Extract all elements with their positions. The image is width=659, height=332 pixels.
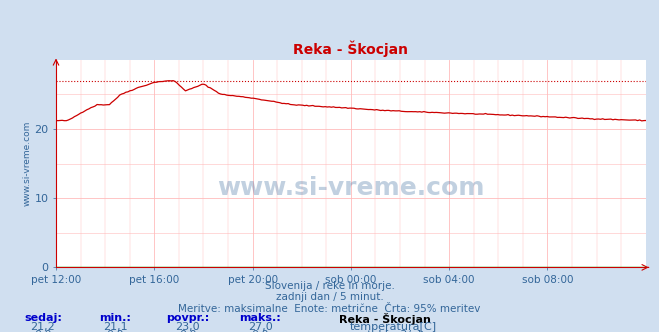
Text: maks.:: maks.:	[239, 313, 281, 323]
Title: Reka - Škocjan: Reka - Škocjan	[293, 41, 409, 57]
Text: Reka - Škocjan: Reka - Škocjan	[339, 313, 431, 325]
Text: min.:: min.:	[100, 313, 131, 323]
Text: 0,0: 0,0	[107, 330, 124, 332]
Text: www.si-vreme.com: www.si-vreme.com	[217, 176, 484, 201]
Text: 0,0: 0,0	[252, 330, 269, 332]
Text: Slovenija / reke in morje.: Slovenija / reke in morje.	[264, 281, 395, 290]
Text: zadnji dan / 5 minut.: zadnji dan / 5 minut.	[275, 292, 384, 302]
Text: Meritve: maksimalne  Enote: metrične  Črta: 95% meritev: Meritve: maksimalne Enote: metrične Črta…	[179, 304, 480, 314]
Text: povpr.:: povpr.:	[166, 313, 210, 323]
Text: sedaj:: sedaj:	[24, 313, 62, 323]
Text: 0,0: 0,0	[179, 330, 196, 332]
Y-axis label: www.si-vreme.com: www.si-vreme.com	[22, 121, 32, 206]
Text: 21,2: 21,2	[30, 322, 55, 332]
Text: temperatura[C]: temperatura[C]	[349, 322, 436, 332]
Text: 23,0: 23,0	[175, 322, 200, 332]
Text: pretok[m3/s]: pretok[m3/s]	[349, 330, 421, 332]
Text: 0,0: 0,0	[34, 330, 51, 332]
Text: 21,1: 21,1	[103, 322, 128, 332]
Text: 27,0: 27,0	[248, 322, 273, 332]
